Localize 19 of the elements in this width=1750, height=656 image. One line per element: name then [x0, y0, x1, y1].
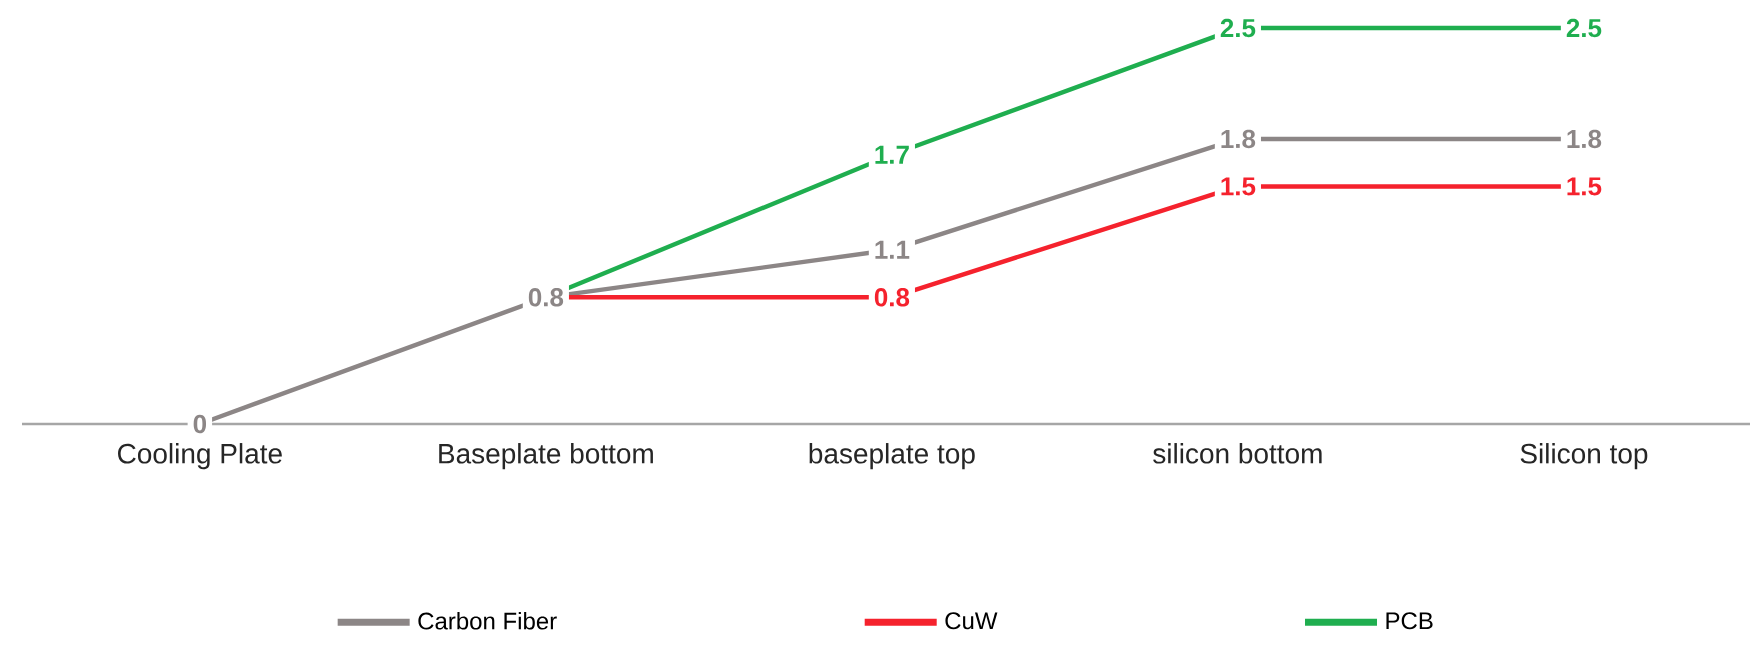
x-tick-label: baseplate top [809, 443, 975, 470]
data-label: 1.8 [1221, 129, 1256, 149]
legend-label: PCB [1386, 612, 1433, 630]
data-label: 1.7 [875, 145, 909, 164]
data-label: 1.5 [1567, 177, 1602, 196]
data-label: 2.5 [1220, 18, 1256, 38]
data-label: 0.8 [874, 288, 910, 307]
x-tick-label: Baseplate bottom [439, 443, 653, 470]
data-label: 0 [193, 414, 207, 434]
legend-label: CuW [945, 612, 998, 630]
x-tick-label: Silicon top [1520, 443, 1648, 470]
data-label: 2.5 [1566, 18, 1602, 38]
x-tick-label: Cooling Plate [118, 443, 282, 470]
data-label: 1.5 [1221, 177, 1256, 196]
data-label: 1.1 [875, 240, 910, 259]
legend-label: Carbon Fiber [418, 611, 557, 630]
data-label: 1.8 [1567, 129, 1602, 149]
data-label: 0.8 [528, 288, 564, 307]
x-tick-label: silicon bottom [1153, 443, 1322, 464]
